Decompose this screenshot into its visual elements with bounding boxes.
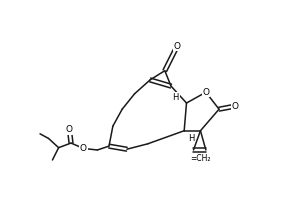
Text: O: O [80,144,87,153]
Text: O: O [232,102,239,111]
Text: O: O [66,125,73,134]
Text: O: O [174,42,181,51]
Text: H: H [188,134,194,143]
Text: O: O [202,88,209,97]
Text: H: H [172,93,179,102]
Text: =CH₂: =CH₂ [190,154,211,163]
